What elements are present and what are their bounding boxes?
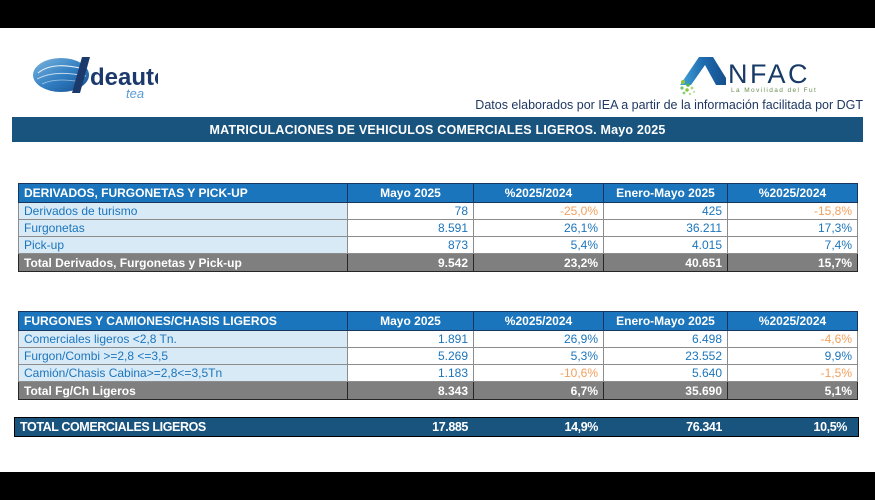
table-row: Derivados de turismo 78 -25,0% 425 -15,8…: [18, 202, 858, 220]
value-cell: 1.183: [347, 364, 474, 382]
table-total-row: Total Fg/Ch Ligeros 8.343 6,7% 35.690 5,…: [18, 381, 858, 400]
table-furgones-camiones-chasis: FURGONES Y CAMIONES/CHASIS LIGEROS Mayo …: [18, 311, 858, 400]
grand-total-enero-mayo: 76.341: [686, 420, 722, 434]
report-page: deauto tea: [0, 28, 875, 472]
value-cell: 5.269: [347, 347, 474, 365]
table-header-row: FURGONES Y CAMIONES/CHASIS LIGEROS Mayo …: [18, 311, 858, 331]
value-cell: 7,4%: [727, 236, 858, 254]
value-cell: -15,8%: [727, 202, 858, 220]
value-cell: -25,0%: [473, 202, 604, 220]
col-header-enero-mayo-2025: Enero-Mayo 2025: [603, 183, 728, 203]
value-cell: 36.211: [603, 219, 728, 237]
table-row: Pick-up 873 5,4% 4.015 7,4%: [18, 236, 858, 254]
grand-total-bar: TOTAL COMERCIALES LIGEROS 17.885 14,9% 7…: [14, 417, 859, 437]
row-label: Comerciales ligeros <2,8 Tn.: [18, 330, 348, 348]
value-cell: 8.591: [347, 219, 474, 237]
total-value-cell: 6,7%: [473, 381, 604, 400]
col-header-mayo-2025: Mayo 2025: [347, 311, 474, 331]
anfac-wordmark: NFAC: [728, 59, 810, 89]
col-header-enero-mayo-2025: Enero-Mayo 2025: [603, 311, 728, 331]
value-cell: -1,5%: [727, 364, 858, 382]
table-row: Comerciales ligeros <2,8 Tn. 1.891 26,9%…: [18, 330, 858, 348]
value-cell: 23.552: [603, 347, 728, 365]
table-row: Furgon/Combi >=2,8 <=3,5 5.269 5,3% 23.5…: [18, 347, 858, 365]
row-label: Furgonetas: [18, 219, 348, 237]
total-label: Total Fg/Ch Ligeros: [18, 381, 348, 400]
col-header-category: DERIVADOS, FURGONETAS Y PICK-UP: [18, 183, 348, 203]
grand-total-pct: 14,9%: [564, 420, 599, 434]
value-cell: -10,6%: [473, 364, 604, 382]
col-header-pct-2025-2024: %2025/2024: [473, 183, 604, 203]
table-total-row: Total Derivados, Furgonetas y Pick-up 9.…: [18, 253, 858, 272]
value-cell: 26,9%: [473, 330, 604, 348]
report-title: MATRICULACIONES DE VEHICULOS COMERCIALES…: [209, 122, 666, 137]
value-cell: 26,1%: [473, 219, 604, 237]
anfac-logo-graphic: NFAC La Movilidad del Futuro: [680, 57, 829, 96]
grand-total-mayo: 17.885: [432, 420, 468, 434]
col-header-pct-2025-2024: %2025/2024: [473, 311, 604, 331]
row-label: Derivados de turismo: [18, 202, 348, 220]
value-cell: 6.498: [603, 330, 728, 348]
grand-total-pct-ytd: 10,5%: [813, 420, 848, 434]
value-cell: 78: [347, 202, 474, 220]
value-cell: 9,9%: [727, 347, 858, 365]
total-value-cell: 5,1%: [727, 381, 858, 400]
anfac-tagline: La Movilidad del Futuro: [731, 87, 816, 94]
value-cell: 4.015: [603, 236, 728, 254]
ideauto-script: tea: [126, 86, 144, 101]
total-value-cell: 15,7%: [727, 253, 858, 272]
table-row: Camión/Chasis Cabina>=2,8<=3,5Tn 1.183 -…: [18, 364, 858, 382]
col-header-mayo-2025: Mayo 2025: [347, 183, 474, 203]
col-header-pct-2025-2024-ytd: %2025/2024: [727, 183, 858, 203]
ideauto-logo: deauto tea: [30, 54, 169, 107]
total-value-cell: 35.690: [603, 381, 728, 400]
value-cell: 425: [603, 202, 728, 220]
table-header-row: DERIVADOS, FURGONETAS Y PICK-UP Mayo 202…: [18, 183, 858, 203]
ideauto-wordmark: deauto: [90, 64, 158, 91]
table-row: Furgonetas 8.591 26,1% 36.211 17,3%: [18, 219, 858, 237]
total-label: Total Derivados, Furgonetas y Pick-up: [18, 253, 348, 272]
ideauto-i-bar: [72, 57, 90, 93]
value-cell: 873: [347, 236, 474, 254]
value-cell: 5.640: [603, 364, 728, 382]
anfac-arrow-icon: [680, 57, 726, 85]
total-value-cell: 9.542: [347, 253, 474, 272]
anfac-logo: NFAC La Movilidad del Futuro: [676, 52, 829, 103]
table-derivados-furgonetas-pickup: DERIVADOS, FURGONETAS Y PICK-UP Mayo 202…: [18, 183, 858, 272]
total-value-cell: 40.651: [603, 253, 728, 272]
total-value-cell: 23,2%: [473, 253, 604, 272]
grand-total-label: TOTAL COMERCIALES LIGEROS: [20, 420, 206, 434]
value-cell: 1.891: [347, 330, 474, 348]
value-cell: 5,3%: [473, 347, 604, 365]
row-label: Furgon/Combi >=2,8 <=3,5: [18, 347, 348, 365]
value-cell: 5,4%: [473, 236, 604, 254]
total-value-cell: 8.343: [347, 381, 474, 400]
anfac-green-dots-icon: [680, 80, 695, 96]
report-title-bar: MATRICULACIONES DE VEHICULOS COMERCIALES…: [12, 117, 863, 142]
col-header-category: FURGONES Y CAMIONES/CHASIS LIGEROS: [18, 311, 348, 331]
row-label: Camión/Chasis Cabina>=2,8<=3,5Tn: [18, 364, 348, 382]
ideauto-logo-graphic: deauto tea: [33, 57, 169, 101]
value-cell: 17,3%: [727, 219, 858, 237]
source-note: Datos elaborados por IEA a partir de la …: [475, 98, 863, 112]
col-header-pct-2025-2024-ytd: %2025/2024: [727, 311, 858, 331]
row-label: Pick-up: [18, 236, 348, 254]
value-cell: -4,6%: [727, 330, 858, 348]
